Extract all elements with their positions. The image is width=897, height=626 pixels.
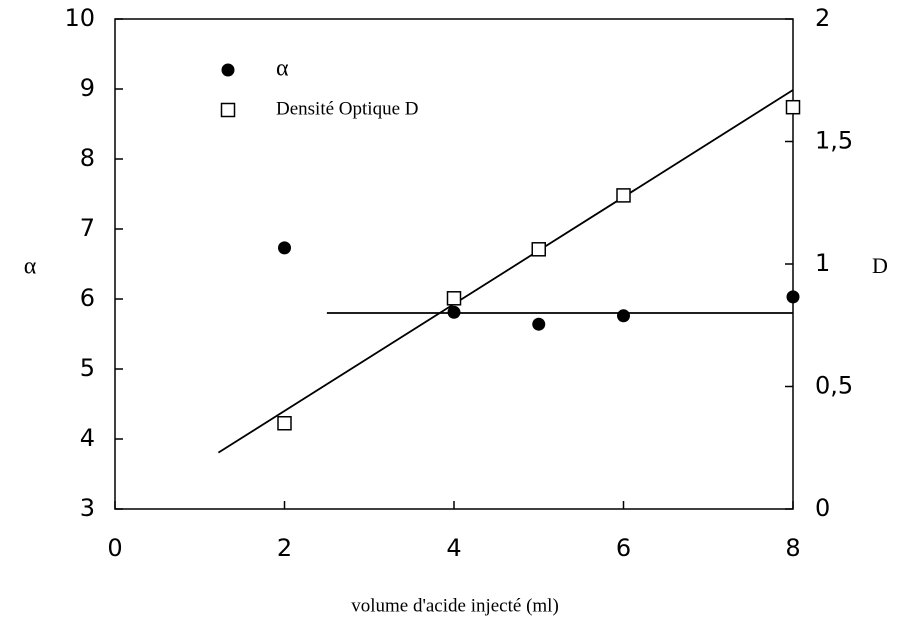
x-tick-label: 0 [107, 534, 122, 562]
y-axis-label: α [24, 254, 37, 280]
y-tick-label: 5 [80, 354, 95, 382]
data-point [616, 188, 631, 203]
legend-marker [220, 102, 236, 118]
data-point [278, 241, 291, 255]
fit-line [217, 89, 794, 454]
y-tick-label: 3 [80, 494, 95, 522]
plot-frame [114, 18, 794, 510]
data-point [785, 99, 801, 115]
data-point [531, 242, 546, 257]
y2-tick-label: 0,5 [815, 372, 853, 400]
y-tick-label: 9 [80, 74, 95, 102]
x-tick-label: 2 [277, 534, 292, 562]
y-tick-label: 10 [64, 4, 95, 32]
data-point [617, 309, 630, 323]
data-point [532, 317, 546, 331]
y2-tick-label: 0 [815, 494, 830, 522]
data-point [786, 290, 800, 304]
legend-label: Densité Optique D [276, 98, 418, 119]
y2-tick-label: 1 [815, 249, 830, 277]
y2-tick-label: 1,5 [815, 127, 853, 155]
y-tick-label: 6 [80, 284, 95, 312]
x-axis-label: volume d'acide injecté (ml) [351, 595, 559, 616]
x-tick-label: 8 [785, 534, 800, 562]
x-tick-label: 4 [446, 534, 461, 562]
y2-axis-label: D [872, 253, 888, 278]
y2-tick-label: 2 [815, 4, 830, 32]
data-point [277, 416, 292, 431]
x-tick-label: 6 [616, 534, 631, 562]
legend-marker [221, 63, 235, 77]
y-tick-label: 8 [80, 144, 95, 172]
data-point [447, 305, 461, 319]
y-tick-label: 7 [80, 214, 95, 242]
data-point [446, 291, 462, 306]
legend-label: α [276, 56, 289, 82]
y-tick-label: 4 [80, 424, 95, 452]
